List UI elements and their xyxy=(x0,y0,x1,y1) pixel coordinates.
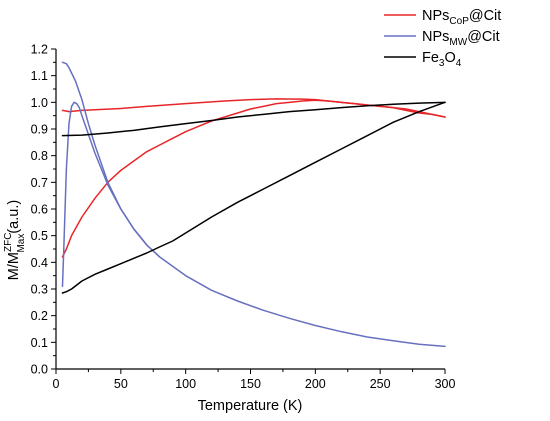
legend-label-npsmw-cit: NPsMW@Cit xyxy=(422,29,500,48)
y-tick-label: 0.5 xyxy=(31,229,48,243)
x-tick-label: 250 xyxy=(370,377,391,391)
series-line-fe3o4-zfc xyxy=(61,101,446,294)
series-line-npscop-cit-fc xyxy=(61,98,446,118)
y-tick-label: 0.4 xyxy=(31,256,48,270)
x-tick-label: 0 xyxy=(53,377,60,391)
legend-label-fe3o4: Fe3O4 xyxy=(422,50,462,69)
y-axis-label-base: M/M xyxy=(6,252,22,280)
y-axis-label-sub: Max xyxy=(16,234,27,253)
x-tick-label: 300 xyxy=(435,377,456,391)
ticks: 0 50 100 150 200 250 300 0.0 0.1 0.2 0.3 0.4 0.5 0.6 0… xyxy=(31,43,456,392)
series-line-npscop-cit-zfc xyxy=(61,99,446,258)
x-tick-label: 50 xyxy=(114,377,128,391)
legend-label-npscop-cit: NPsCoP@Cit xyxy=(422,8,501,27)
axes xyxy=(55,49,445,370)
series-line-npsmw-cit-zfc xyxy=(61,101,446,348)
y-axis-label-sup: ZFC xyxy=(3,233,14,252)
y-tick-label: 0.6 xyxy=(31,203,48,217)
x-tick-label: 100 xyxy=(175,377,196,391)
y-tick-label: 0.2 xyxy=(31,309,48,323)
y-tick-label: 0.0 xyxy=(31,363,48,377)
y-tick-label: 0.8 xyxy=(31,149,48,163)
y-tick-label: 0.3 xyxy=(31,283,48,297)
y-axis-label: M/MZFC Max(a.u.) xyxy=(3,200,27,280)
series-line-fe3o4-fc xyxy=(61,101,446,137)
x-axis-label: Temperature (K) xyxy=(198,398,303,414)
x-tick-label: 150 xyxy=(240,377,261,391)
curves xyxy=(61,61,446,348)
y-tick-label: 1.1 xyxy=(31,69,48,83)
y-tick-label: 0.1 xyxy=(31,336,48,350)
x-tick-label: 200 xyxy=(305,377,326,391)
y-tick-label: 0.7 xyxy=(31,176,48,190)
series-line-npsmw-cit-fc xyxy=(61,61,161,258)
y-tick-label: 0.9 xyxy=(31,123,48,137)
y-tick-label: 1.0 xyxy=(31,96,48,110)
y-axis-label-unit: (a.u.) xyxy=(6,200,22,234)
legend: NPsCoP@Cit NPsMW@Cit Fe3O4 xyxy=(384,8,501,69)
y-tick-label: 1.2 xyxy=(31,43,48,57)
